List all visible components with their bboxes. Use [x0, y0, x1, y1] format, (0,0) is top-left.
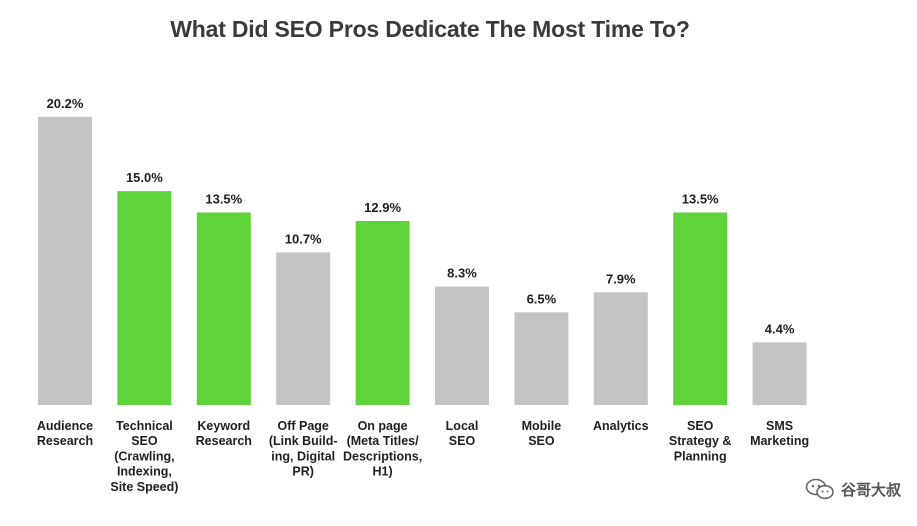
bar-9 — [673, 212, 728, 405]
bar-2 — [117, 191, 172, 405]
category-label: Audience Research — [37, 419, 93, 448]
category-label: SEO Strategy & Planning — [669, 419, 732, 463]
category-label-line: SMS — [766, 419, 793, 433]
category-label-line: Marketing — [750, 434, 809, 448]
watermark-text: 谷哥大叔 — [840, 481, 901, 499]
bar-4 — [276, 252, 331, 405]
bar-value-label: 10.7% — [285, 231, 322, 246]
category-label-line: Site Speed) — [110, 480, 178, 494]
wechat-icon — [805, 478, 834, 500]
bar-value-label: 13.5% — [205, 192, 242, 207]
category-label-line: Descriptions, — [343, 449, 422, 463]
category-label-line: Research — [37, 434, 93, 448]
category-label: Keyword Research — [196, 419, 252, 448]
category-label-line: SEO — [449, 434, 476, 448]
bar-value-label: 15.0% — [126, 170, 163, 185]
chart-title: What Did SEO Pros Dedicate The Most Time… — [170, 16, 690, 42]
category-label-line: PR) — [292, 465, 314, 479]
category-label-line: Planning — [674, 449, 727, 463]
bar-value-label: 8.3% — [447, 266, 477, 281]
bar-5 — [355, 221, 410, 405]
bar-value-label: 20.2% — [47, 96, 84, 111]
category-label-line: (Crawling, — [114, 449, 174, 463]
category-label-line: SEO — [528, 434, 555, 448]
category-label-line: ing, Digital — [271, 449, 335, 463]
bar-8 — [593, 292, 648, 405]
watermark: 谷哥大叔 — [805, 478, 901, 500]
category-label-line: Analytics — [593, 419, 649, 433]
category-label-line: Indexing, — [117, 465, 172, 479]
category-label-line: Keyword — [197, 419, 250, 433]
bar-7 — [514, 312, 569, 405]
category-label-line: Audience — [37, 419, 93, 433]
category-label-line: (Meta Titles/ — [347, 434, 420, 448]
category-label-line: Off Page — [277, 419, 328, 433]
category-label: Off Page (Link Build-ing, Digital PR) — [269, 419, 338, 479]
category-label-line: SEO — [687, 419, 714, 433]
bar-value-label: 4.4% — [765, 321, 795, 336]
category-label: SMS Marketing — [750, 419, 809, 448]
category-label-line: H1) — [373, 465, 393, 479]
category-label-line: SEO — [131, 434, 158, 448]
bar-value-label: 6.5% — [527, 291, 557, 306]
category-label-line: (Link Build- — [269, 434, 338, 448]
category-label-line: On page — [358, 419, 408, 433]
category-label: Local SEO — [446, 419, 479, 448]
bar-1 — [38, 116, 92, 406]
category-label-line: Research — [196, 434, 252, 448]
bar-6 — [435, 286, 489, 405]
category-label: Technical SEO (Crawling, Indexing, Site Spee… — [110, 419, 178, 494]
bar-value-label: 12.9% — [364, 200, 401, 215]
bar-3 — [196, 212, 251, 405]
bar-value-label: 13.5% — [682, 192, 719, 207]
category-label: Mobile SEO — [522, 419, 562, 448]
bar-value-label: 7.9% — [606, 271, 636, 286]
category-label-line: Mobile — [522, 419, 562, 433]
category-label-line: Strategy & — [669, 434, 732, 448]
category-label: Analytics — [593, 419, 649, 433]
category-label-line: Technical — [116, 419, 173, 433]
bar-10 — [752, 342, 807, 405]
category-label-line: Local — [446, 419, 479, 433]
category-label: On page (Meta Titles/Descriptions, H1) — [343, 419, 422, 479]
